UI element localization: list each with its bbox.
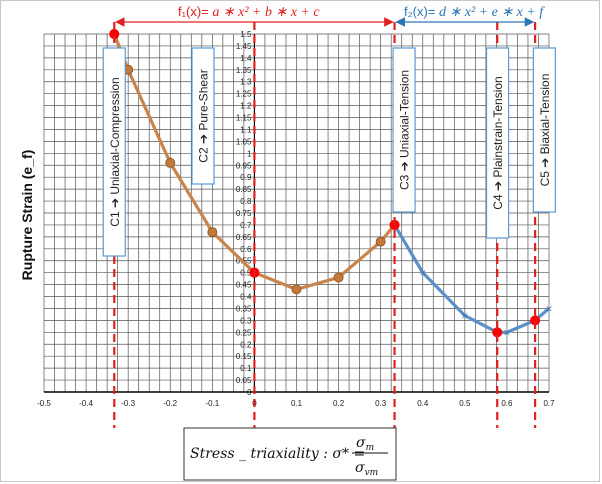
case-label: C5 ➔ Biaxial-Tension — [538, 74, 552, 187]
x-tick-label: -0.2 — [163, 399, 177, 408]
y-tick-label: 0.85 — [236, 185, 252, 194]
series-1-point — [165, 157, 176, 168]
y-tick-label: 0.25 — [236, 328, 252, 337]
y-tick-label: 0.75 — [236, 209, 252, 218]
y-tick-label: 1.4 — [240, 54, 252, 63]
x-tick-label: 0.6 — [501, 399, 513, 408]
series-1-point — [207, 227, 218, 238]
formula-2-prefix: f₂(x)= — [404, 4, 439, 19]
x-tick-label: 0.7 — [543, 399, 555, 408]
y-tick-label: 0.15 — [236, 352, 252, 361]
y-tick-label: 0.7 — [240, 221, 252, 230]
stress-denominator: σvm — [355, 460, 378, 478]
y-tick-label: 0.8 — [240, 197, 252, 206]
y-tick-label: 0.45 — [236, 281, 252, 290]
case-label-box — [191, 47, 215, 185]
series-1-point — [333, 272, 344, 283]
x-tick-label: 0.5 — [459, 399, 471, 408]
case-point-marker — [109, 29, 120, 39]
series-2-point: × — [461, 312, 469, 322]
formula-1: f₁(x)= a ∗ x² + b ∗ x + c — [178, 4, 320, 20]
case-point-marker — [492, 327, 503, 338]
case-label-box — [392, 47, 416, 213]
case-label-box — [485, 47, 510, 239]
case-label: C3 ➔ Uniaxial-Tension — [398, 70, 412, 190]
y-tick-label: 1.2 — [240, 102, 252, 111]
x-tick-label: -0.4 — [79, 399, 93, 408]
y-tick-label: 0.35 — [236, 304, 252, 313]
stress-triaxiality-box: Stress _ triaxiality : σ* = σm σvm — [183, 427, 397, 481]
series-1-point — [375, 236, 386, 247]
case-labels: C1 ➔ Uniaxial-Compression C2 ➔ Pure-Shear… — [102, 47, 556, 257]
case-point-marker — [530, 315, 541, 326]
case-label: C1 ➔ Uniaxial-Compression — [108, 77, 122, 226]
series-2-point: × — [545, 304, 553, 314]
tick-labels: -0.5 -0.4 -0.3 -0.2 -0.1 0 0.1 0.2 0.3 0.4 0.5 0.6 0… — [37, 30, 555, 408]
y-tick-label: 1.5 — [240, 30, 252, 39]
y-tick-label: 1.15 — [236, 114, 252, 123]
stress-triaxiality-lhs: Stress _ triaxiality : σ* = — [190, 446, 365, 462]
case-label: C4 ➔ Plainstrain-Tension — [491, 76, 505, 209]
y-tick-label: 0.95 — [236, 161, 252, 170]
y-tick-label: 0.5 — [240, 269, 252, 278]
formula-2-expression: d ∗ x² + e ∗ x + f — [439, 5, 545, 20]
series-2-point: × — [503, 328, 511, 338]
y-tick-label: 1.05 — [236, 137, 252, 146]
x-tick-label: -0.1 — [205, 399, 219, 408]
x-tick-label: 0.4 — [417, 399, 429, 408]
y-axis-label: Rupture Strain (e_f) — [19, 150, 35, 281]
series-1-point — [291, 284, 302, 295]
y-tick-label: 1.3 — [240, 78, 252, 87]
x-tick-label: 0.1 — [291, 399, 303, 408]
y-tick-label: 1 — [247, 149, 252, 158]
formula-1-expression: a ∗ x² + b ∗ x + c — [212, 5, 320, 20]
y-tick-label: 1.25 — [236, 90, 252, 99]
y-tick-label: 0.65 — [236, 233, 252, 242]
series-2-point: × — [419, 269, 427, 279]
y-tick-label: 0.2 — [240, 340, 252, 349]
x-tick-label: 0.3 — [375, 399, 387, 408]
y-tick-label: 1.1 — [240, 125, 252, 134]
case-label-box — [102, 47, 126, 257]
case-label-box — [532, 47, 556, 213]
y-tick-label: 1.45 — [236, 42, 252, 51]
y-tick-label: 0.1 — [240, 364, 252, 373]
formula-annotations: Rupture Strain (e_f) f₁(x)= a ∗ x² + b ∗… — [19, 4, 545, 481]
y-tick-label: 0.9 — [240, 173, 252, 182]
formula-2: f₂(x)= d ∗ x² + e ∗ x + f — [404, 4, 545, 20]
case-label: C2 ➔ Pure-Shear — [196, 69, 210, 162]
x-tick-label: -0.5 — [37, 399, 51, 408]
x-tick-label: -0.3 — [121, 399, 135, 408]
formula-1-prefix: f₁(x)= — [178, 4, 212, 19]
y-tick-label: 0.05 — [236, 376, 252, 385]
series-line-2 — [393, 224, 551, 334]
y-tick-label: 0.3 — [240, 316, 252, 325]
y-tick-label: 1.35 — [236, 66, 252, 75]
y-tick-label: 0.4 — [240, 293, 252, 302]
stress-numerator: σm — [356, 435, 374, 453]
y-tick-label: 0.6 — [240, 245, 252, 254]
x-tick-label: 0.2 — [333, 399, 345, 408]
y-tick-label: 0 — [247, 388, 252, 397]
